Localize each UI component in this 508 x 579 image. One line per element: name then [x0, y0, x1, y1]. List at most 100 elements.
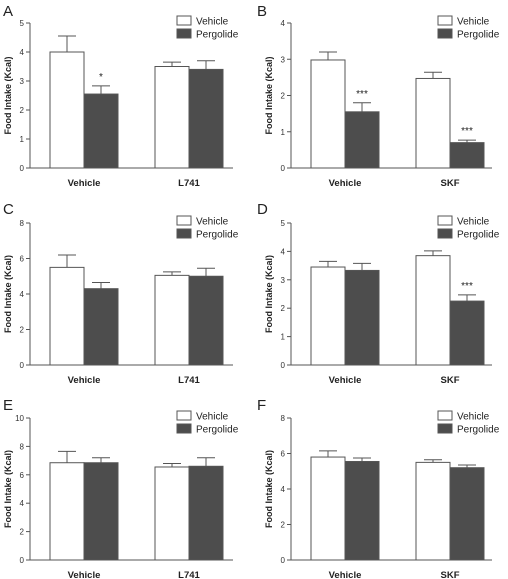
chart-panel-d: D 0 1 2 3 4 5 Food Intake (Kcal) Vehicle *** SKF Ve… — [257, 201, 500, 386]
legend-swatch-vehicle — [437, 410, 453, 421]
y-tick-label: 0 — [20, 361, 25, 370]
significance-label: *** — [356, 89, 368, 100]
panel-letter: B — [257, 3, 267, 20]
y-tick-label: 0 — [281, 361, 286, 370]
y-tick-label: 3 — [20, 77, 25, 86]
legend-swatch-vehicle — [176, 15, 192, 26]
significance-label: *** — [461, 281, 473, 292]
bar-vehicle-vehicle — [49, 462, 85, 561]
legend-label-pergolide: Pergolide — [457, 230, 500, 241]
chart-panel-b: B 0 1 2 3 4 Food Intake (Kcal) *** Vehicle *** SKF… — [257, 3, 500, 189]
legend-label-pergolide: Pergolide — [196, 230, 239, 241]
panel-letter: A — [3, 3, 13, 20]
bar-vehicle-l741 — [154, 274, 190, 366]
y-axis-label: Food Intake (Kcal) — [264, 56, 274, 134]
chart-panel-c: C 0 2 4 6 8 Food Intake (Kcal) Vehicle L741 Vehic… — [3, 201, 239, 386]
legend-label-vehicle: Vehicle — [196, 412, 229, 423]
panel-letter: E — [3, 397, 13, 414]
chart-panel-f: F 0 2 4 6 8 Food Intake (Kcal) Vehicle SKF Vehicl… — [257, 397, 500, 579]
y-tick-label: 2 — [281, 304, 286, 313]
y-tick-label: 1 — [20, 135, 25, 144]
y-axis-label: Food Intake (Kcal) — [3, 56, 13, 134]
legend-swatch-pergolide — [437, 228, 453, 239]
legend-swatch-pergolide — [176, 28, 192, 39]
category-label: L741 — [178, 178, 200, 189]
legend-label-pergolide: Pergolide — [196, 425, 239, 436]
legend-label-pergolide: Pergolide — [457, 30, 500, 41]
y-tick-label: 2 — [281, 521, 286, 530]
y-axis-label: Food Intake (Kcal) — [264, 255, 274, 333]
bar-pergolide-vehicle — [83, 93, 119, 169]
bar-vehicle-vehicle — [310, 456, 346, 561]
category-label: Vehicle — [329, 570, 362, 579]
category-label: L741 — [178, 570, 200, 579]
y-tick-label: 1 — [281, 333, 286, 342]
y-tick-label: 10 — [15, 414, 24, 423]
y-tick-label: 0 — [281, 164, 286, 173]
y-tick-label: 2 — [20, 326, 25, 335]
bar-pergolide-skf — [449, 300, 485, 366]
panel-letter: D — [257, 201, 268, 218]
legend-label-vehicle: Vehicle — [457, 217, 490, 228]
y-tick-label: 8 — [20, 219, 25, 228]
legend-swatch-vehicle — [437, 215, 453, 226]
y-tick-label: 0 — [20, 556, 25, 565]
category-label: Vehicle — [68, 570, 101, 579]
y-tick-label: 5 — [20, 19, 25, 28]
y-tick-label: 3 — [281, 276, 286, 285]
bar-pergolide-skf — [449, 142, 485, 169]
bar-vehicle-l741 — [154, 66, 190, 169]
y-tick-label: 5 — [281, 219, 286, 228]
y-tick-label: 1 — [281, 128, 286, 137]
bar-vehicle-vehicle — [49, 266, 85, 366]
y-tick-label: 4 — [20, 290, 25, 299]
category-label: SKF — [441, 570, 460, 579]
category-label: L741 — [178, 375, 200, 386]
y-tick-label: 2 — [281, 92, 286, 101]
y-tick-label: 4 — [281, 247, 286, 256]
bar-vehicle-vehicle — [310, 59, 346, 169]
y-tick-label: 6 — [20, 255, 25, 264]
legend-swatch-vehicle — [176, 215, 192, 226]
y-axis-label: Food Intake (Kcal) — [3, 450, 13, 528]
bar-vehicle-skf — [415, 461, 451, 561]
bar-pergolide-vehicle — [83, 288, 119, 366]
legend-swatch-pergolide — [437, 28, 453, 39]
legend-label-vehicle: Vehicle — [196, 17, 229, 28]
legend-label-vehicle: Vehicle — [457, 412, 490, 423]
y-axis-label: Food Intake (Kcal) — [264, 450, 274, 528]
bar-pergolide-vehicle — [344, 111, 380, 169]
bar-pergolide-vehicle — [344, 269, 380, 366]
y-axis-label: Food Intake (Kcal) — [3, 255, 13, 333]
bar-pergolide-skf — [449, 467, 485, 561]
y-tick-label: 2 — [20, 528, 25, 537]
y-tick-label: 0 — [20, 164, 25, 173]
bar-pergolide-vehicle — [83, 462, 119, 561]
bar-pergolide-l741 — [188, 465, 224, 561]
chart-panel-a: A 0 1 2 3 4 5 Food Intake (Kcal) * Vehicle L741 Veh… — [3, 3, 239, 189]
significance-label: *** — [461, 126, 473, 137]
bar-vehicle-vehicle — [49, 51, 85, 169]
panel-letter: C — [3, 201, 14, 218]
y-tick-label: 6 — [20, 471, 25, 480]
bar-pergolide-vehicle — [344, 460, 380, 561]
bar-pergolide-l741 — [188, 275, 224, 366]
bar-vehicle-l741 — [154, 466, 190, 561]
legend-label-vehicle: Vehicle — [457, 17, 490, 28]
legend-swatch-pergolide — [176, 423, 192, 434]
bar-pergolide-l741 — [188, 68, 224, 169]
y-tick-label: 3 — [281, 55, 286, 64]
legend-label-vehicle: Vehicle — [196, 217, 229, 228]
panel-letter: F — [257, 397, 266, 414]
y-tick-label: 4 — [281, 19, 286, 28]
legend-swatch-vehicle — [176, 410, 192, 421]
category-label: SKF — [441, 178, 460, 189]
bar-vehicle-vehicle — [310, 266, 346, 366]
y-tick-label: 4 — [20, 48, 25, 57]
legend-swatch-vehicle — [437, 15, 453, 26]
category-label: Vehicle — [329, 375, 362, 386]
y-tick-label: 6 — [281, 450, 286, 459]
chart-panel-e: E 0 2 4 6 8 10 Food Intake (Kcal) Vehicle L741 Veh… — [3, 397, 239, 579]
bar-vehicle-skf — [415, 77, 451, 169]
